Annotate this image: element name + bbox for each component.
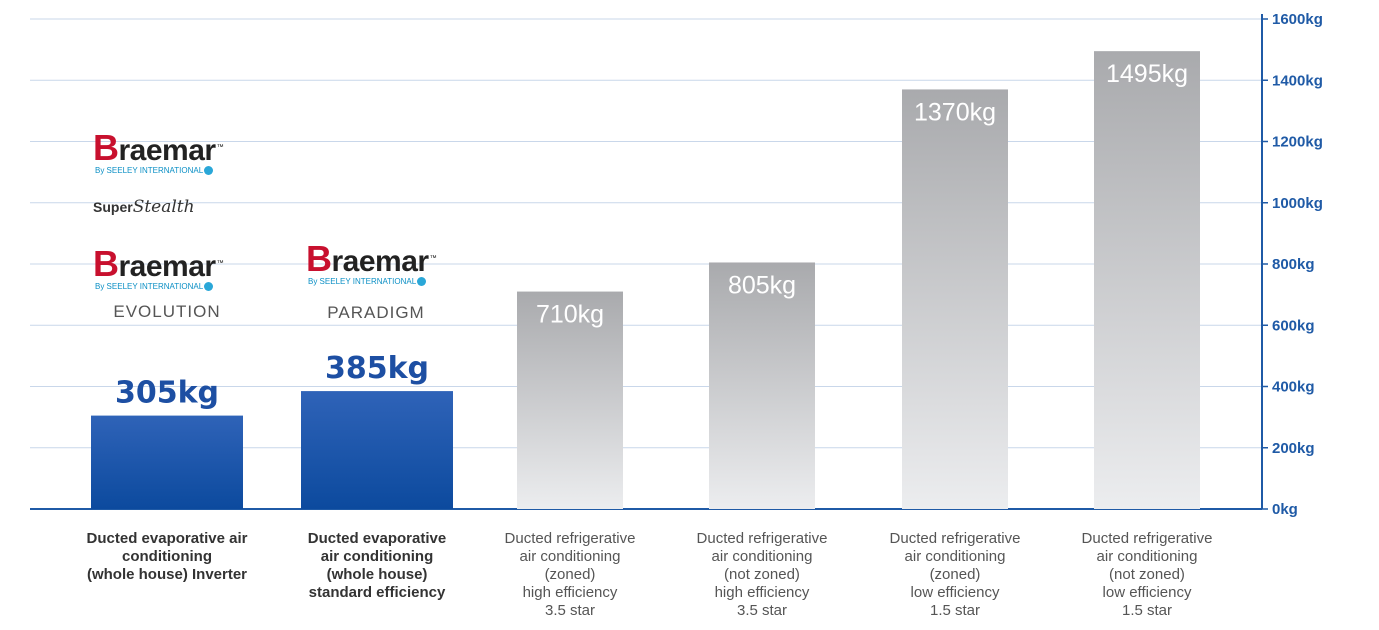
braemar-logo-paradigm: Braemar™ By SEELEY INTERNATIONAL — [306, 238, 437, 287]
y-tick-label: 0kg — [1272, 501, 1298, 518]
braemar-wordmark: Braemar™ — [93, 127, 224, 168]
stealth-word: Stealth — [132, 197, 195, 217]
seeley-byline: By SEELEY INTERNATIONAL — [308, 277, 436, 287]
braemar-logo-evolution: Braemar™ By SEELEY INTERNATIONAL — [93, 243, 224, 292]
category-label-line: conditioning — [122, 548, 212, 565]
category-label: Ducted evaporative air conditioning (whole… — [308, 530, 446, 601]
value-labels: 305kg 385kg 710kg 805kg 1370kg 1495kg — [115, 60, 1188, 410]
seeley-byline: By SEELEY INTERNATIONAL — [95, 166, 223, 176]
globe-icon — [417, 277, 427, 287]
bars — [91, 51, 1200, 509]
category-label-line: 3.5 star — [545, 602, 595, 619]
paradigm-label: PARADIGM — [327, 303, 425, 322]
category-label-line: Ducted refrigerative — [505, 530, 636, 547]
category-label-line: 1.5 star — [930, 602, 980, 619]
bar — [709, 262, 815, 509]
globe-icon — [204, 282, 214, 292]
category-label-line: air conditioning — [321, 548, 434, 565]
category-label-line: low efficiency — [1103, 584, 1192, 601]
category-label: Ducted evaporative air conditioning (whole… — [87, 530, 248, 583]
y-tick-label: 1200kg — [1272, 134, 1323, 151]
category-label-line: high efficiency — [523, 584, 618, 601]
category-label-line: high efficiency — [715, 584, 810, 601]
category-label-line: (not zoned) — [724, 566, 800, 583]
bar-value-label: 1495kg — [1106, 60, 1188, 88]
y-axis: 0kg 200kg 400kg 600kg 800kg 1000kg 1200kg 1400k… — [1261, 11, 1323, 518]
braemar-logo-supestealth: Braemar™ By SEELEY INTERNATIONAL — [93, 127, 224, 176]
braemar-wordmark: Braemar™ — [93, 243, 224, 284]
category-label: Ducted refrigerative air conditioning (zon… — [505, 530, 636, 619]
category-label-line: (whole house) Inverter — [87, 566, 247, 583]
bar-value-label: 1370kg — [914, 98, 996, 126]
super-word: Super — [93, 199, 133, 215]
category-label-line: low efficiency — [911, 584, 1000, 601]
y-tick-label: 1400kg — [1272, 72, 1323, 89]
category-label-line: air conditioning — [1097, 548, 1198, 565]
y-tick-label: 1000kg — [1272, 195, 1323, 212]
evolution-label: EVOLUTION — [113, 302, 221, 321]
bar-value-label: 805kg — [728, 271, 796, 299]
bar-value-label: 305kg — [115, 376, 219, 411]
category-label-line: air conditioning — [520, 548, 621, 565]
bar-value-label: 385kg — [325, 351, 429, 386]
category-label-line: (zoned) — [930, 566, 981, 583]
bar — [517, 291, 623, 509]
bar — [91, 415, 243, 509]
category-label-line: standard efficiency — [309, 584, 446, 601]
braemar-wordmark: Braemar™ — [306, 238, 437, 279]
category-label: Ducted refrigerative air conditioning (not… — [697, 530, 828, 619]
category-label-line: Ducted refrigerative — [697, 530, 828, 547]
category-labels: Ducted evaporative air conditioning (whole… — [87, 530, 1213, 619]
seeley-byline: By SEELEY INTERNATIONAL — [95, 282, 223, 292]
super-stealth-logo: SuperStealth — [93, 197, 195, 217]
category-label-line: air conditioning — [712, 548, 813, 565]
category-label: Ducted refrigerative air conditioning (not… — [1082, 530, 1213, 619]
category-label-line: (zoned) — [545, 566, 596, 583]
category-label-line: (whole house) — [327, 566, 428, 583]
bar-value-label: 710kg — [536, 301, 604, 329]
y-tick-label: 600kg — [1272, 317, 1315, 334]
category-label-line: 3.5 star — [737, 602, 787, 619]
category-label-line: 1.5 star — [1122, 602, 1172, 619]
category-label-line: Ducted refrigerative — [890, 530, 1021, 547]
y-tick-label: 200kg — [1272, 440, 1315, 457]
y-tick-label: 400kg — [1272, 379, 1315, 396]
y-tick-label: 1600kg — [1272, 11, 1323, 28]
globe-icon — [204, 166, 214, 176]
category-label-line: (not zoned) — [1109, 566, 1185, 583]
bar — [902, 89, 1008, 509]
y-tick-label: 800kg — [1272, 256, 1315, 273]
bar — [301, 391, 453, 509]
category-label-line: Ducted evaporative air — [87, 530, 248, 547]
category-label: Ducted refrigerative air conditioning (zon… — [890, 530, 1021, 619]
bar — [1094, 51, 1200, 509]
category-label-line: air conditioning — [905, 548, 1006, 565]
category-label-line: Ducted evaporative — [308, 530, 446, 547]
category-label-line: Ducted refrigerative — [1082, 530, 1213, 547]
